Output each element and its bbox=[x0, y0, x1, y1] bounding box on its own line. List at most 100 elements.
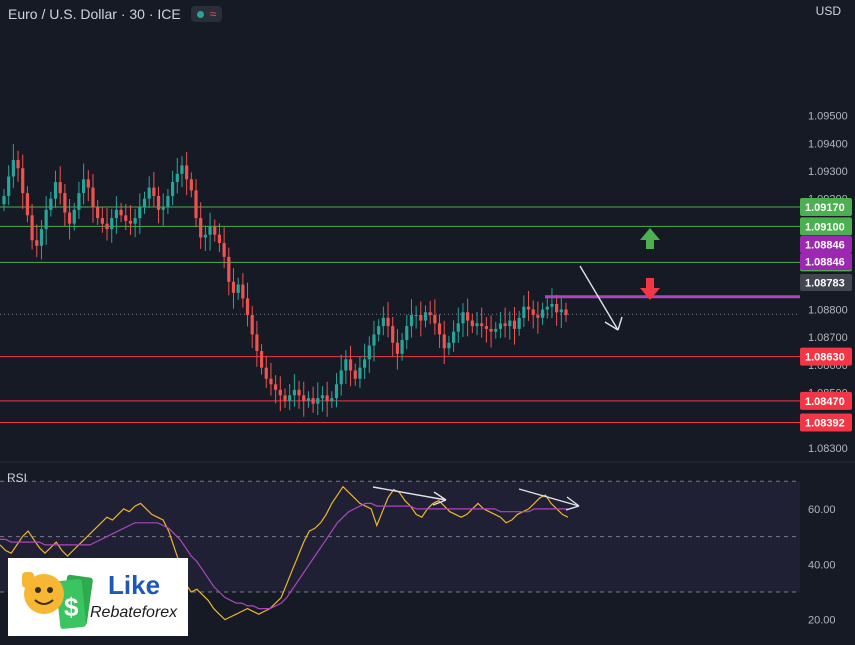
candle-body bbox=[386, 317, 390, 327]
rsi-divergence-arrow-2 bbox=[518, 488, 580, 507]
candle-body bbox=[419, 315, 423, 321]
level-price-tag bbox=[800, 217, 852, 236]
candle-body bbox=[540, 309, 545, 318]
candle-body bbox=[161, 207, 165, 210]
logo-text-like: Like bbox=[108, 570, 161, 600]
candle-body bbox=[466, 312, 470, 321]
candle-body bbox=[2, 195, 6, 205]
candle-body bbox=[344, 359, 348, 371]
candle-body bbox=[433, 315, 437, 324]
candle-body bbox=[227, 256, 231, 282]
level-price-tag-text: 1.08392 bbox=[805, 418, 845, 430]
price-axis-tick-label: 1.08300 bbox=[808, 443, 848, 455]
candle-body bbox=[348, 359, 353, 371]
candle-body bbox=[222, 243, 226, 257]
logo-text-rebateforex: Rebateforex bbox=[90, 604, 178, 621]
candle-body bbox=[82, 179, 86, 194]
svg-text:$: $ bbox=[64, 592, 79, 622]
candle-body bbox=[456, 323, 460, 332]
candle-body bbox=[11, 159, 15, 177]
rsi-axis-tick-label: 60.00 bbox=[808, 504, 836, 516]
price-axis-tick-label: 1.09500 bbox=[808, 111, 848, 123]
candle-body bbox=[498, 323, 503, 329]
candle-body bbox=[194, 190, 198, 219]
candle-body bbox=[400, 339, 404, 354]
candle-body bbox=[522, 306, 526, 318]
level-price-tag-text: 1.09170 bbox=[805, 202, 845, 214]
candle-body bbox=[377, 326, 381, 335]
candle-body bbox=[49, 198, 53, 210]
candle-body bbox=[559, 309, 563, 313]
status-indicator[interactable]: ≈ bbox=[190, 6, 223, 22]
candle-body bbox=[142, 198, 147, 208]
stacked-price-tag-text: 1.08846 bbox=[805, 240, 845, 252]
candle-body bbox=[536, 315, 540, 318]
rsi-axis-tick-label: 20.00 bbox=[808, 615, 836, 627]
candle-body bbox=[545, 306, 549, 310]
stacked-price-tag bbox=[800, 236, 852, 253]
price-axis-tick-label: 1.08800 bbox=[808, 305, 848, 317]
candle-body bbox=[63, 193, 67, 213]
candle-body bbox=[461, 312, 465, 324]
candle-body bbox=[288, 395, 292, 401]
candle-body bbox=[25, 193, 30, 216]
price-axis-tick-label: 1.08700 bbox=[808, 332, 848, 344]
level-price-tag bbox=[800, 198, 852, 217]
candle-body bbox=[30, 215, 34, 241]
candle-body bbox=[171, 182, 175, 196]
symbol-title[interactable]: Euro / U.S. Dollar · 30 · ICE bbox=[8, 6, 181, 22]
candle-body bbox=[330, 398, 334, 401]
candle-body bbox=[166, 195, 170, 208]
candle-body bbox=[44, 209, 48, 230]
candle-body bbox=[199, 218, 203, 238]
level-price-tag bbox=[800, 391, 852, 410]
projection-arrow-head bbox=[604, 316, 623, 331]
candle-body bbox=[189, 179, 193, 191]
candle-body bbox=[475, 323, 479, 327]
rsi-divergence-arrow-1-head bbox=[432, 491, 447, 506]
level-price-tag-text: 1.08470 bbox=[805, 396, 845, 408]
candle-body bbox=[217, 234, 222, 244]
candle-body bbox=[86, 179, 90, 188]
candle-body bbox=[180, 165, 184, 174]
candle-body bbox=[241, 284, 245, 299]
currency-selector[interactable]: USD bbox=[815, 4, 841, 18]
candle-body bbox=[325, 395, 329, 401]
stacked-price-tag-text: 1.08846 bbox=[805, 257, 845, 269]
candle-body bbox=[334, 384, 339, 399]
candle-body bbox=[274, 384, 278, 390]
candle-body bbox=[58, 182, 62, 194]
candle-body bbox=[16, 159, 20, 169]
stacked-price-tag bbox=[800, 253, 852, 270]
candle-body bbox=[245, 298, 250, 316]
projection-arrow bbox=[579, 265, 619, 331]
candle-body bbox=[259, 351, 264, 368]
candle-body bbox=[367, 345, 371, 360]
candle-body bbox=[72, 209, 76, 224]
candle-body bbox=[306, 398, 311, 401]
candle-body bbox=[152, 187, 156, 196]
candle-body bbox=[452, 331, 456, 343]
rsi-divergence-arrow-2-head bbox=[565, 496, 580, 511]
candle-body bbox=[381, 317, 385, 327]
candle-body bbox=[278, 389, 282, 396]
candle-body bbox=[7, 176, 11, 196]
candle-body bbox=[110, 218, 114, 230]
candle-body bbox=[470, 320, 474, 327]
candle-body bbox=[185, 165, 189, 180]
level-price-tag bbox=[800, 347, 852, 366]
candle-body bbox=[297, 389, 301, 396]
candle-body bbox=[53, 182, 58, 199]
candle-body bbox=[564, 309, 568, 316]
candle-body bbox=[339, 370, 343, 385]
candle-body bbox=[250, 315, 254, 335]
candle-body bbox=[363, 359, 367, 368]
rsi-indicator-label[interactable]: RSI bbox=[7, 471, 28, 485]
candle-body bbox=[512, 320, 517, 329]
candle-body bbox=[494, 328, 498, 332]
candle-body bbox=[175, 173, 179, 183]
candle-body bbox=[292, 389, 296, 396]
